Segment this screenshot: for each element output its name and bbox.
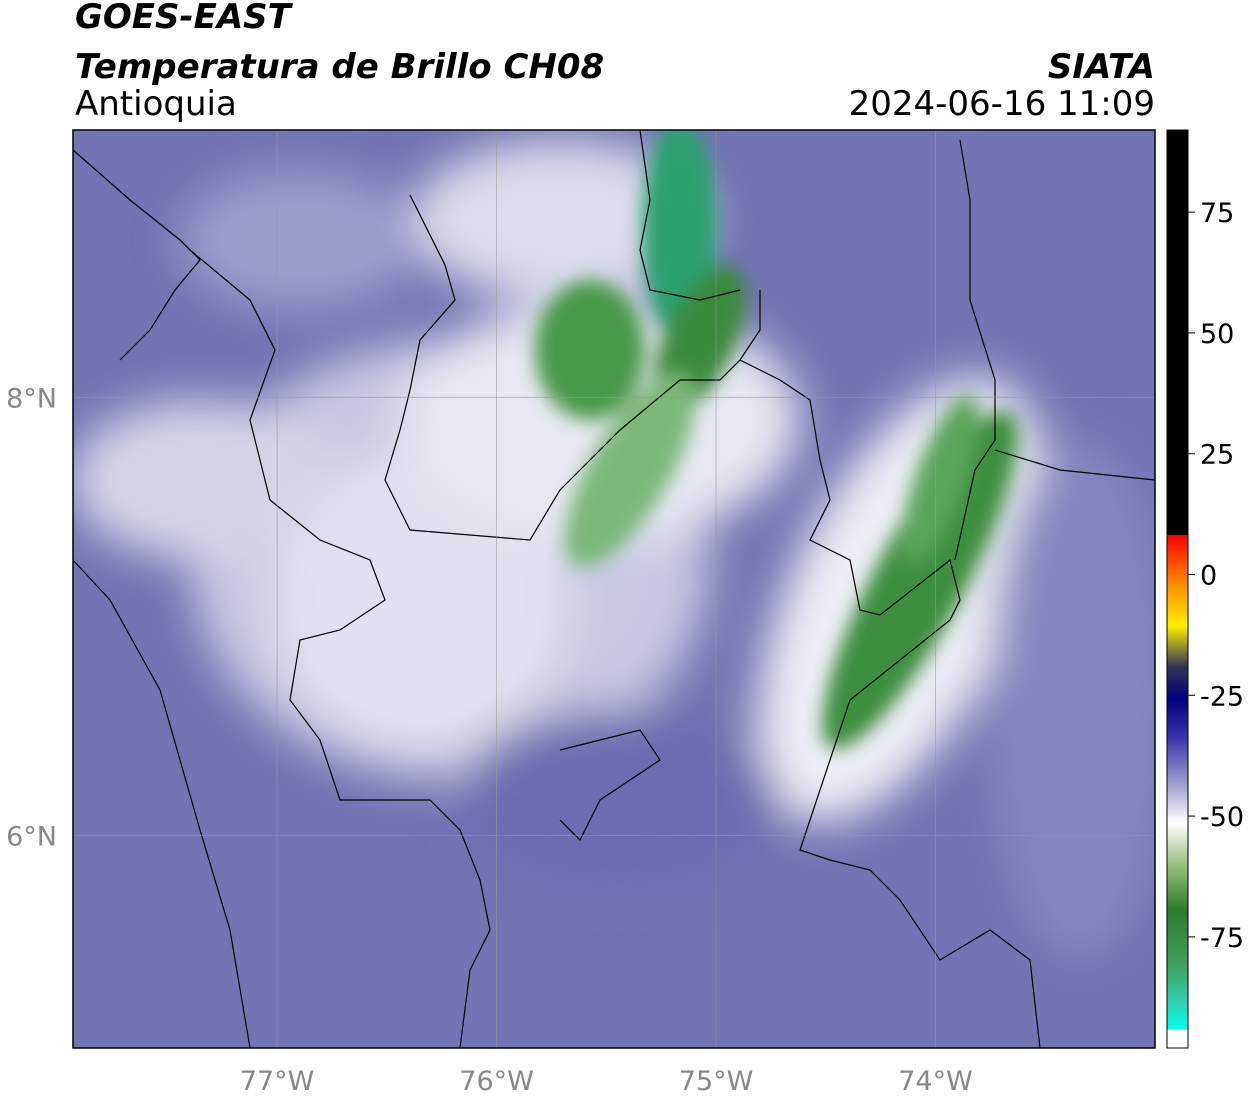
region: Antioquia [75, 84, 237, 124]
subtitle: Temperatura de Brillo CH08 [75, 47, 604, 87]
timestamp: 2024-06-16 11:09 [849, 84, 1155, 124]
colorbar-tick-label: 0 [1200, 561, 1217, 592]
borders [73, 130, 1155, 1048]
colorbar-tick-label: -50 [1200, 802, 1244, 833]
colorbar-tick-label: 50 [1200, 319, 1234, 350]
map-frame [72, 129, 1156, 1049]
colorbar-tick-label: 75 [1200, 198, 1234, 229]
colorbar [1166, 129, 1189, 1049]
y-tick-label: 8°N [6, 383, 57, 414]
colorbar-tick-label: -75 [1200, 923, 1244, 954]
x-tick-label: 76°W [459, 1066, 534, 1097]
colorbar-tick-label: 25 [1200, 440, 1234, 471]
x-tick-label: 77°W [240, 1066, 315, 1097]
colorbar-tick-label: -25 [1200, 681, 1244, 712]
title: GOES-EAST [75, 0, 294, 37]
y-tick-label: 6°N [6, 821, 57, 852]
x-tick-label: 75°W [679, 1066, 754, 1097]
satellite-image [73, 130, 1155, 1048]
x-tick-label: 74°W [898, 1066, 973, 1097]
grid [73, 130, 1155, 1048]
source: SIATA [1048, 47, 1155, 87]
